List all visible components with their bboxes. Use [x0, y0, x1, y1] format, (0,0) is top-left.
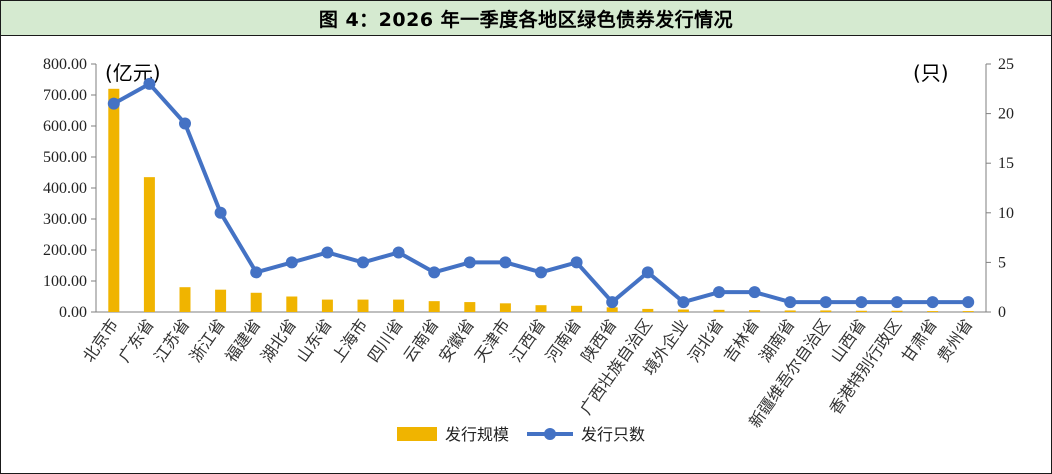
count-point [428, 266, 441, 279]
bar [143, 177, 155, 312]
count-point [891, 296, 903, 309]
right-tick-label: 15 [998, 155, 1014, 172]
count-point [819, 296, 832, 309]
count-point [641, 266, 654, 279]
bar [357, 299, 369, 312]
count-point [179, 117, 191, 130]
bar [820, 310, 832, 312]
left-tick-label: 300.00 [43, 211, 87, 228]
bar [250, 292, 262, 312]
category-label: 河南省 [542, 315, 585, 365]
bar [749, 310, 761, 312]
right-tick-label: 10 [998, 205, 1014, 222]
category-label: 广东省 [115, 315, 158, 365]
left-tick-label: 800.00 [43, 56, 87, 73]
count-point [713, 286, 725, 299]
left-tick-label: 0.00 [59, 304, 87, 321]
bar [891, 310, 903, 312]
category-label: 湖北省 [257, 315, 300, 365]
bar [215, 289, 227, 312]
left-tick-label: 600.00 [43, 118, 87, 135]
bar [108, 88, 120, 312]
left-tick-label: 400.00 [43, 180, 87, 197]
title-bar: 图 4：2026 年一季度各地区绿色债券发行情况 [1, 1, 1051, 36]
left-tick-label: 700.00 [43, 87, 87, 104]
category-label: 福建省 [221, 315, 264, 365]
count-point [855, 296, 868, 309]
legend-bar-swatch [397, 427, 437, 441]
category-label: 上海市 [328, 315, 371, 365]
count-point [463, 256, 476, 269]
category-label: 江苏省 [150, 315, 193, 365]
count-point [926, 296, 939, 309]
bar [464, 302, 476, 312]
count-point [392, 246, 405, 259]
category-label: 吉林省 [720, 315, 763, 365]
count-point [677, 296, 690, 309]
bar [286, 296, 298, 312]
right-unit-label: (只) [913, 61, 949, 85]
bar [784, 310, 796, 312]
category-label: 北京市 [79, 315, 122, 365]
count-point [962, 296, 975, 309]
bar [179, 287, 191, 312]
count-point [606, 296, 619, 309]
count-point [570, 256, 583, 269]
count-point [357, 256, 369, 269]
count-point [321, 246, 334, 259]
count-point [535, 266, 547, 279]
bar [677, 309, 689, 312]
count-point [214, 206, 227, 219]
category-label: 河北省 [684, 315, 727, 365]
bar [855, 310, 867, 312]
count-point [285, 256, 298, 269]
category-label: 天津市 [471, 315, 514, 365]
left-tick-label: 200.00 [43, 242, 87, 259]
count-point [499, 256, 512, 269]
right-tick-label: 25 [998, 56, 1014, 73]
legend-line-marker [544, 428, 556, 440]
count-point [107, 97, 120, 110]
bar [321, 299, 333, 312]
chart-title: 图 4：2026 年一季度各地区绿色债券发行情况 [318, 8, 734, 31]
bar [535, 305, 547, 312]
bar [393, 299, 405, 312]
category-label: 江西省 [506, 315, 549, 365]
category-label: 贵州省 [933, 315, 976, 365]
count-point [784, 296, 797, 309]
count-point [143, 77, 156, 90]
left-tick-label: 100.00 [43, 273, 87, 290]
bar [713, 309, 725, 312]
bar [428, 301, 440, 312]
legend-bar-label: 发行规模 [445, 425, 509, 444]
count-point [748, 286, 761, 299]
category-label: 安徽省 [435, 315, 478, 365]
bar [606, 307, 618, 312]
bar [642, 308, 654, 312]
bar [927, 311, 939, 312]
category-label: 浙江省 [186, 315, 229, 365]
bar [571, 305, 583, 312]
category-label: 甘肃省 [898, 315, 941, 365]
category-label: 云南省 [399, 315, 442, 365]
count-point [250, 266, 263, 279]
right-tick-label: 5 [998, 254, 1006, 271]
right-tick-label: 0 [998, 304, 1006, 321]
legend-line-label: 发行只数 [581, 425, 645, 444]
bar [962, 311, 974, 312]
category-label: 四川省 [364, 315, 407, 365]
left-tick-label: 500.00 [43, 149, 87, 166]
right-tick-label: 20 [998, 106, 1014, 123]
category-label: 山东省 [293, 315, 336, 365]
bar [499, 303, 511, 312]
